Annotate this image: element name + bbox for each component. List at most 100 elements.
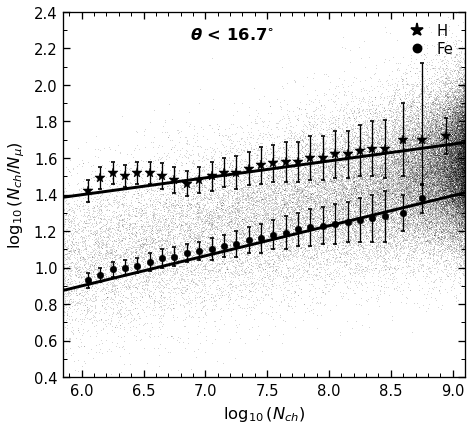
Point bbox=[457, 176, 464, 183]
Point bbox=[441, 157, 449, 164]
Point bbox=[84, 255, 92, 262]
Point bbox=[452, 178, 460, 184]
Point bbox=[432, 226, 440, 233]
Point bbox=[455, 197, 462, 204]
Point bbox=[445, 185, 452, 192]
Point bbox=[272, 200, 279, 207]
Point bbox=[456, 183, 464, 190]
Point bbox=[459, 183, 467, 190]
Point bbox=[347, 171, 355, 178]
Point bbox=[79, 253, 86, 260]
Point bbox=[168, 226, 176, 233]
Point bbox=[376, 196, 384, 203]
Point bbox=[371, 117, 379, 124]
Point bbox=[347, 164, 354, 171]
Point bbox=[66, 335, 73, 341]
Point bbox=[236, 286, 243, 293]
Point bbox=[186, 227, 194, 234]
Point bbox=[460, 122, 467, 129]
Point bbox=[165, 231, 172, 238]
Point bbox=[372, 158, 380, 165]
Point bbox=[172, 209, 180, 216]
Point bbox=[459, 156, 467, 163]
Point bbox=[269, 192, 276, 199]
Point bbox=[450, 205, 458, 212]
Point bbox=[442, 203, 449, 210]
Point bbox=[444, 236, 451, 243]
Point bbox=[450, 232, 458, 239]
Point bbox=[446, 158, 453, 165]
Point bbox=[379, 147, 387, 154]
Point bbox=[359, 148, 366, 155]
Point bbox=[455, 175, 463, 182]
Point bbox=[269, 213, 276, 220]
Point bbox=[452, 173, 460, 180]
Point bbox=[185, 267, 193, 274]
Point bbox=[444, 172, 451, 178]
Point bbox=[423, 169, 431, 176]
Point bbox=[372, 179, 380, 186]
Point bbox=[449, 194, 457, 201]
Point bbox=[307, 159, 314, 166]
Point bbox=[164, 222, 172, 229]
Point bbox=[458, 116, 466, 123]
Point bbox=[258, 141, 265, 147]
Point bbox=[417, 210, 424, 217]
Point bbox=[440, 173, 448, 180]
Point bbox=[454, 184, 462, 191]
Point bbox=[358, 175, 366, 181]
Point bbox=[403, 124, 410, 131]
Point bbox=[319, 149, 326, 156]
Point bbox=[313, 181, 321, 187]
Point bbox=[379, 234, 387, 241]
Point bbox=[340, 184, 348, 191]
Point bbox=[447, 218, 455, 225]
Point bbox=[342, 193, 350, 200]
Point bbox=[348, 174, 355, 181]
Point bbox=[220, 194, 228, 201]
Point bbox=[454, 119, 461, 126]
Point bbox=[298, 235, 306, 242]
Point bbox=[303, 197, 310, 204]
Point bbox=[291, 214, 299, 221]
Point bbox=[360, 267, 367, 274]
Point bbox=[105, 213, 112, 220]
Point bbox=[434, 170, 442, 177]
Point bbox=[445, 146, 452, 153]
Point bbox=[441, 71, 449, 78]
Point bbox=[438, 175, 445, 182]
Point bbox=[115, 217, 123, 224]
Point bbox=[321, 228, 329, 235]
Point bbox=[425, 167, 433, 174]
Point bbox=[108, 225, 116, 232]
Point bbox=[356, 175, 363, 181]
Point bbox=[400, 204, 408, 211]
Point bbox=[461, 186, 469, 193]
Point bbox=[444, 184, 451, 191]
Point bbox=[407, 173, 414, 180]
Point bbox=[408, 154, 415, 161]
Point bbox=[407, 129, 414, 136]
Point bbox=[386, 190, 394, 197]
Point bbox=[396, 182, 404, 189]
Point bbox=[458, 146, 465, 153]
Point bbox=[446, 178, 453, 185]
Point bbox=[453, 61, 460, 68]
Point bbox=[435, 160, 442, 167]
Point bbox=[451, 143, 458, 150]
Point bbox=[441, 191, 449, 198]
Point bbox=[245, 303, 253, 310]
Point bbox=[179, 224, 186, 230]
Point bbox=[457, 160, 465, 166]
Point bbox=[300, 192, 308, 199]
Point bbox=[196, 262, 204, 269]
Point bbox=[427, 155, 434, 162]
Point bbox=[255, 206, 263, 212]
Point bbox=[445, 132, 452, 139]
Point bbox=[404, 127, 412, 134]
Point bbox=[460, 154, 467, 160]
Point bbox=[292, 274, 300, 281]
Point bbox=[342, 154, 349, 160]
Point bbox=[337, 173, 345, 180]
Point bbox=[447, 148, 454, 155]
